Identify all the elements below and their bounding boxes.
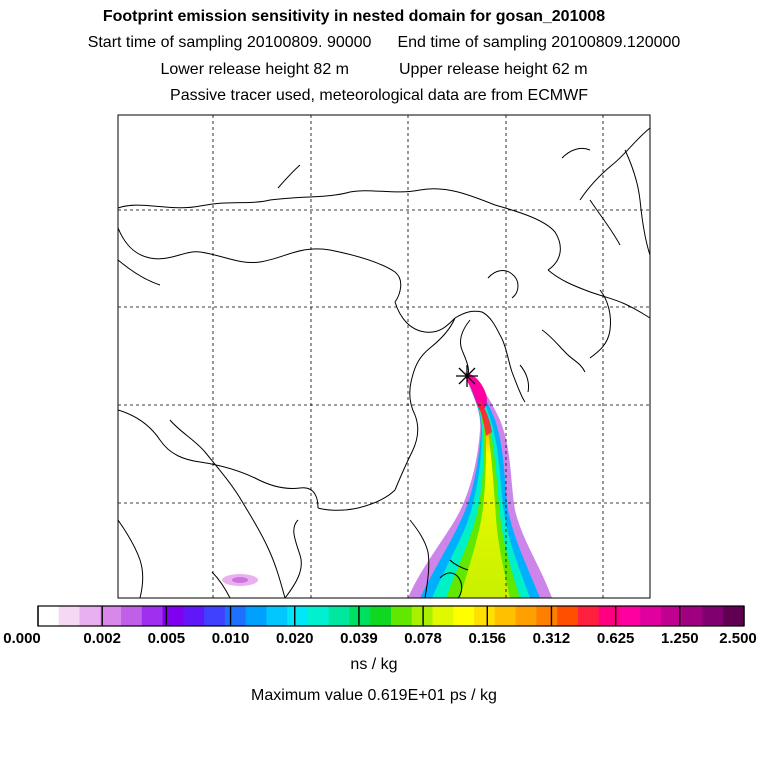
release-heights: Lower release height 82 m Upper release h… <box>0 61 758 79</box>
colorbar-swatch <box>723 606 745 626</box>
colorbar-swatch <box>391 606 413 626</box>
colorbar-swatch <box>121 606 143 626</box>
colorbar-tick-label: 0.156 <box>468 630 507 647</box>
colorbar-swatch <box>58 606 81 626</box>
colorbar-swatch <box>432 606 454 626</box>
colorbar-swatch <box>619 606 641 626</box>
colorbar-tick-label: 1.250 <box>661 630 699 647</box>
colorbar-swatch <box>660 606 683 626</box>
colorbar-swatch <box>370 606 392 626</box>
colorbar-swatch <box>204 606 226 626</box>
colorbar-swatch <box>494 606 517 626</box>
lower-release-height: Lower release height 82 m <box>160 61 349 78</box>
colorbar-tick-label: 0.078 <box>404 630 442 647</box>
plume-magenta-head <box>465 373 487 411</box>
map-frame <box>117 114 651 599</box>
colorbar-tick-label: 0.020 <box>275 630 314 647</box>
colorbar-swatch <box>141 606 164 626</box>
colorbar-swatch <box>266 606 288 626</box>
colorbar-tick-label: 0.002 <box>83 630 121 647</box>
colorbar-swatch <box>702 606 724 626</box>
graticule <box>118 115 650 598</box>
colorbar-swatch <box>515 606 537 626</box>
colorbar-unit: ns / kg <box>350 656 398 673</box>
colorbar-swatch <box>38 606 60 626</box>
plume-core <box>460 378 510 598</box>
colorbar-swatch <box>681 606 703 626</box>
colorbar-tick-label: 0.010 <box>211 630 250 647</box>
colorbar-swatch <box>577 606 600 626</box>
colorbar-swatch <box>162 606 184 626</box>
colorbar-swatch <box>287 606 309 626</box>
end-time: End time of sampling 20100809.120000 <box>397 34 681 51</box>
colorbar-swatch <box>536 606 558 626</box>
colorbar-tick-label: 0.000 <box>3 630 41 647</box>
map-area <box>118 115 650 598</box>
colorbar-swatch <box>474 606 496 626</box>
colorbar-swatch <box>224 606 247 626</box>
colorbar-tick-label: 0.005 <box>147 630 186 647</box>
colorbar-tick-label: 0.039 <box>340 630 378 647</box>
colorbar-swatch <box>183 606 205 626</box>
colorbar-swatch <box>245 606 267 626</box>
colorbar-tick-label: 2.500 <box>719 630 757 647</box>
colorbar-swatch <box>349 606 371 626</box>
colorbar-swatch <box>307 606 330 626</box>
coastlines <box>118 127 650 598</box>
colorbar-tick-label: 0.312 <box>532 630 571 647</box>
colorbar-swatch <box>640 606 662 626</box>
plume-cyan <box>432 376 530 598</box>
maximum-value: Maximum value 0.619E+01 ps / kg <box>251 687 497 704</box>
sampling-times: Start time of sampling 20100809. 90000 En… <box>0 34 768 52</box>
start-time: Start time of sampling 20100809. 90000 <box>87 34 372 51</box>
map-content <box>118 115 650 598</box>
colorbar-swatch <box>100 606 122 626</box>
minor-patch-core <box>232 577 248 583</box>
colorbar-tick-label: 0.625 <box>596 630 635 647</box>
plume-red-band <box>478 400 492 436</box>
colorbar-swatch <box>328 606 350 626</box>
upper-release-height: Upper release height 62 m <box>399 61 588 78</box>
colorbar-swatch <box>557 606 579 626</box>
release-site-star-icon <box>456 365 478 387</box>
plume-green <box>446 377 520 598</box>
colorbar-frame <box>37 605 745 627</box>
tracer-note: Passive tracer used, meteorological data… <box>170 87 588 104</box>
colorbar <box>37 605 745 627</box>
colorbar-swatch <box>79 606 101 626</box>
plot-title: Footprint emission sensitivity in nested… <box>102 8 606 25</box>
colorbar-swatch <box>453 606 475 626</box>
colorbar-swatch <box>598 606 620 626</box>
